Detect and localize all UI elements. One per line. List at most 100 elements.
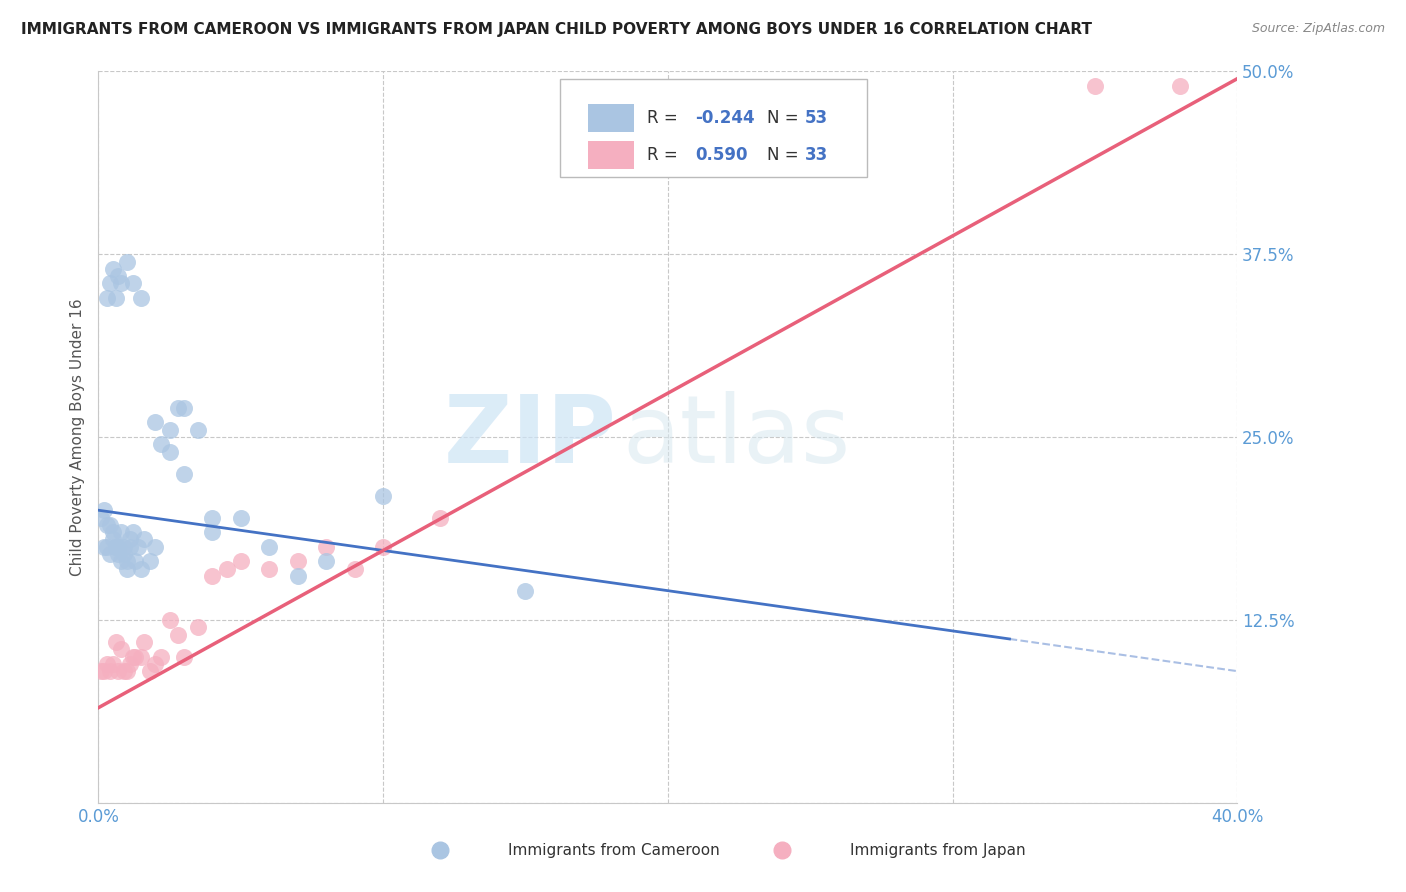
Bar — [588, 104, 634, 132]
Text: -0.244: -0.244 — [695, 109, 755, 127]
Point — [129, 291, 152, 305]
Point — [315, 554, 337, 568]
Point — [187, 620, 209, 634]
Point — [96, 657, 118, 671]
Point — [159, 613, 181, 627]
Point — [121, 649, 143, 664]
Point — [127, 540, 149, 554]
Point — [138, 664, 160, 678]
Point — [96, 291, 118, 305]
Text: Immigrants from Japan: Immigrants from Japan — [851, 843, 1026, 858]
Point — [124, 554, 146, 568]
Point — [259, 562, 281, 576]
Point — [96, 540, 118, 554]
Point — [201, 510, 224, 524]
Point — [159, 444, 181, 458]
Bar — [588, 141, 634, 169]
Point — [115, 254, 138, 268]
Point — [315, 540, 337, 554]
Point — [110, 277, 132, 291]
Text: N =: N = — [766, 146, 804, 164]
Point — [201, 569, 224, 583]
Point — [150, 437, 173, 451]
Point — [101, 657, 124, 671]
Point — [1170, 78, 1192, 93]
Point — [104, 540, 127, 554]
Point — [121, 277, 143, 291]
Point — [98, 664, 121, 678]
Point — [107, 540, 129, 554]
Point — [115, 554, 138, 568]
Point — [98, 547, 121, 561]
Point — [145, 416, 167, 430]
Point — [124, 649, 146, 664]
Text: Immigrants from Cameroon: Immigrants from Cameroon — [509, 843, 720, 858]
Point — [115, 562, 138, 576]
Point — [96, 517, 118, 532]
FancyBboxPatch shape — [560, 78, 868, 178]
Point — [429, 510, 451, 524]
Point — [201, 525, 224, 540]
Point — [187, 423, 209, 437]
Point — [112, 664, 135, 678]
Point — [167, 401, 190, 415]
Point — [343, 562, 366, 576]
Point — [373, 540, 395, 554]
Point — [129, 562, 152, 576]
Text: 0.590: 0.590 — [695, 146, 748, 164]
Point — [98, 517, 121, 532]
Point — [112, 540, 135, 554]
Point — [104, 635, 127, 649]
Point — [93, 664, 115, 678]
Point — [118, 540, 141, 554]
Point — [173, 649, 195, 664]
Point — [287, 554, 309, 568]
Text: atlas: atlas — [623, 391, 851, 483]
Point — [112, 547, 135, 561]
Point — [145, 540, 167, 554]
Point — [150, 649, 173, 664]
Point — [159, 423, 181, 437]
Point — [145, 657, 167, 671]
Point — [287, 569, 309, 583]
Point — [167, 627, 190, 641]
Point — [173, 467, 195, 481]
Point — [259, 540, 281, 554]
Point — [138, 554, 160, 568]
Point — [115, 664, 138, 678]
Point — [93, 540, 115, 554]
Point — [373, 489, 395, 503]
Text: 33: 33 — [804, 146, 828, 164]
Text: 53: 53 — [804, 109, 828, 127]
Point — [101, 261, 124, 276]
Point — [110, 642, 132, 657]
Y-axis label: Child Poverty Among Boys Under 16: Child Poverty Among Boys Under 16 — [69, 298, 84, 576]
Point — [1084, 78, 1107, 93]
Text: Source: ZipAtlas.com: Source: ZipAtlas.com — [1251, 22, 1385, 36]
Text: N =: N = — [766, 109, 804, 127]
Point — [129, 649, 152, 664]
Text: ZIP: ZIP — [444, 391, 617, 483]
Point — [98, 277, 121, 291]
Point — [132, 533, 155, 547]
Text: IMMIGRANTS FROM CAMEROON VS IMMIGRANTS FROM JAPAN CHILD POVERTY AMONG BOYS UNDER: IMMIGRANTS FROM CAMEROON VS IMMIGRANTS F… — [21, 22, 1092, 37]
Point — [229, 554, 252, 568]
Point — [104, 291, 127, 305]
Point — [107, 269, 129, 284]
Point — [173, 401, 195, 415]
Point — [515, 583, 537, 598]
Point — [93, 503, 115, 517]
Point — [110, 554, 132, 568]
Point — [90, 664, 112, 678]
Point — [121, 525, 143, 540]
Point — [101, 525, 124, 540]
Point — [107, 547, 129, 561]
Point — [215, 562, 238, 576]
Text: R =: R = — [647, 146, 689, 164]
Point — [101, 533, 124, 547]
Point — [90, 510, 112, 524]
Point — [118, 657, 141, 671]
Point — [118, 533, 141, 547]
Text: R =: R = — [647, 109, 683, 127]
Point — [229, 510, 252, 524]
